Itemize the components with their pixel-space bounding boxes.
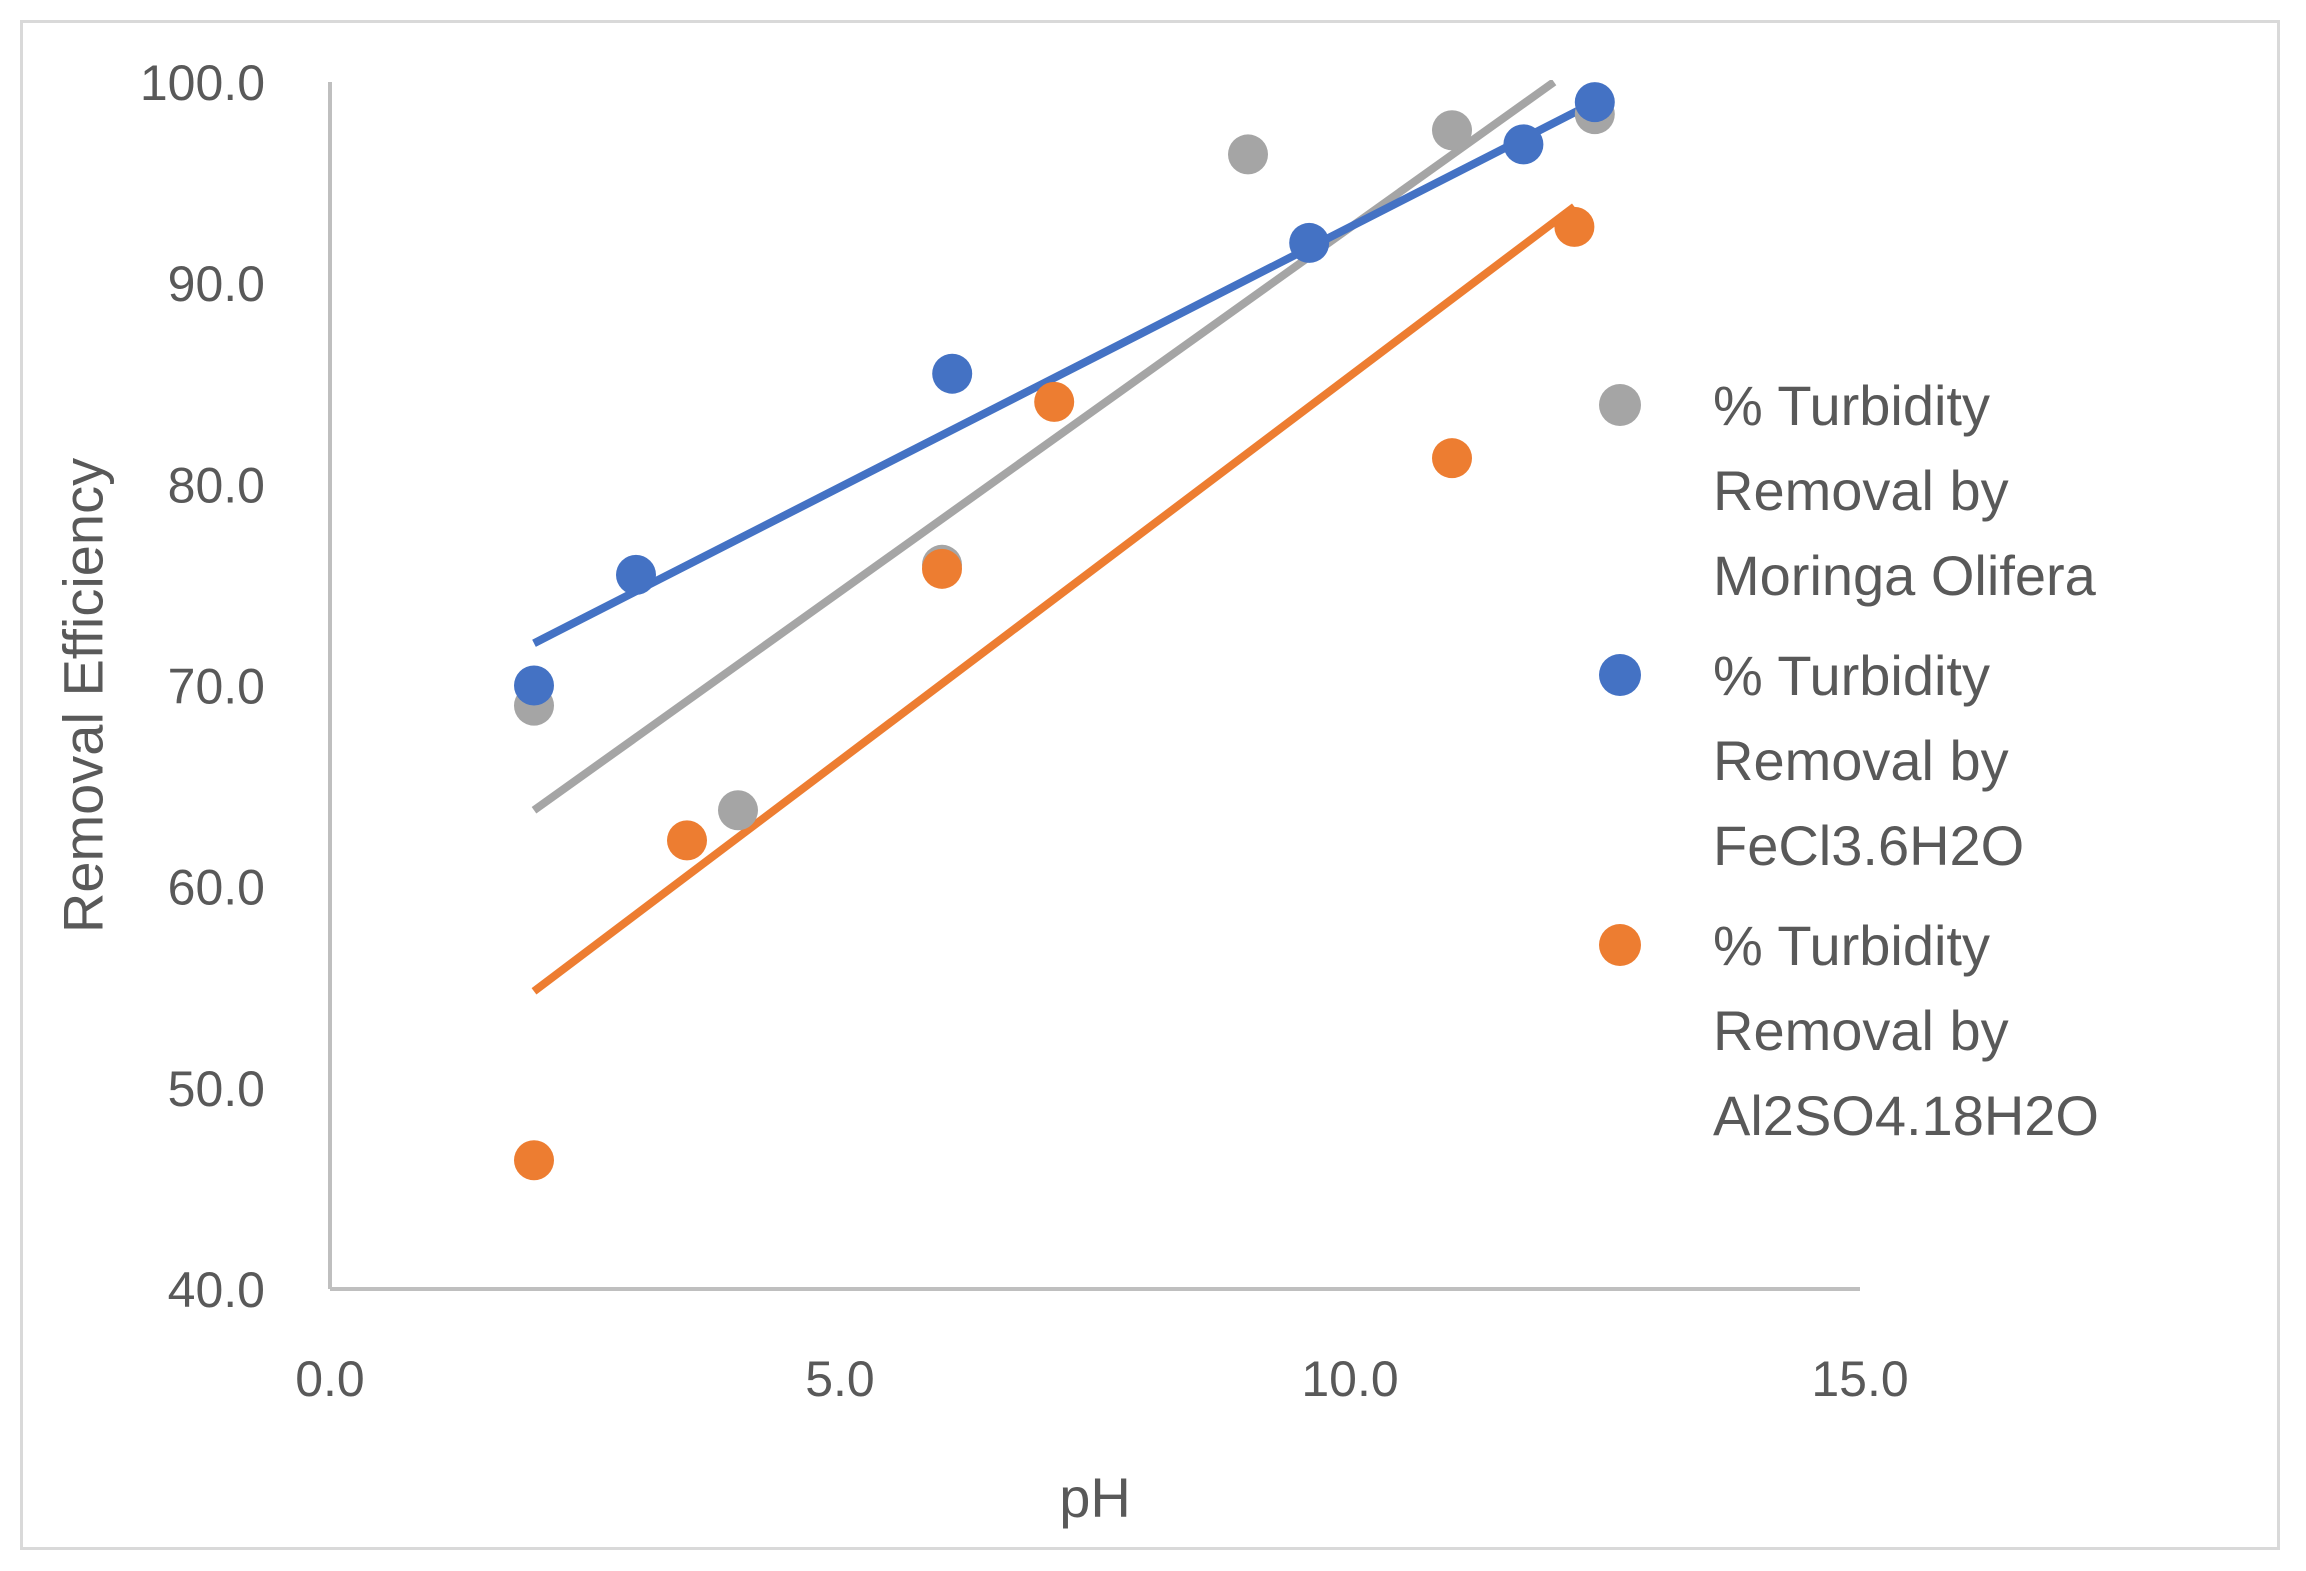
- y-tick-label: 100.0: [140, 55, 265, 111]
- data-point-series-2: [1503, 124, 1544, 165]
- data-point-series-2: [1289, 222, 1330, 263]
- legend-label-line: Al2SO4.18H2O: [1713, 1084, 2099, 1147]
- trendline-series-3: [531, 203, 1577, 995]
- y-tick-label: 80.0: [168, 457, 265, 513]
- legend-label-line: FeCl3.6H2O: [1713, 814, 2024, 877]
- data-point-series-3: [514, 1140, 554, 1181]
- y-tick-label: 70.0: [168, 659, 265, 715]
- data-point-series-1: [1432, 110, 1472, 151]
- data-point-series-1: [1228, 134, 1268, 175]
- data-point-series-3: [1432, 438, 1472, 479]
- x-tick-label: 15.0: [1811, 1351, 1908, 1407]
- x-tick-label: 10.0: [1301, 1351, 1398, 1407]
- y-axis-title: Removal Efficiency: [52, 458, 115, 933]
- tick-labels: 0.0 5.0 10.0 15.0 40.0 50.0 60.0 70.0 80.0 90.0 10…: [140, 55, 1909, 1407]
- data-points: [514, 82, 1615, 1181]
- legend-label-line: % Turbidity: [1713, 644, 1990, 707]
- data-point-series-2: [514, 665, 554, 706]
- data-point-series-3: [1034, 381, 1075, 422]
- y-tick-label: 50.0: [168, 1061, 265, 1117]
- legend-label-line: Removal by: [1713, 999, 2009, 1062]
- trendlines: [531, 80, 1597, 995]
- x-axis-title: pH: [1059, 1466, 1131, 1529]
- data-point-series-1: [718, 790, 758, 831]
- axes: [328, 82, 1860, 1291]
- legend: % Turbidity Removal by Moringa Olifera % Tu…: [1599, 374, 2099, 1147]
- legend-marker-series-1: [1599, 384, 1641, 426]
- data-point-series-2: [616, 554, 656, 595]
- legend-marker-series-2: [1599, 654, 1641, 696]
- legend-label-line: Moringa Olifera: [1713, 544, 2097, 607]
- legend-label-line: % Turbidity: [1713, 374, 1990, 437]
- y-tick-label: 60.0: [168, 860, 265, 916]
- legend-marker-series-3: [1599, 924, 1641, 966]
- data-point-series-3: [667, 820, 707, 861]
- y-tick-label: 40.0: [168, 1262, 265, 1318]
- data-point-series-3: [922, 548, 962, 589]
- legend-label-line: Removal by: [1713, 459, 2009, 522]
- data-point-series-2: [1574, 82, 1615, 123]
- x-tick-label: 5.0: [805, 1351, 875, 1407]
- trendline-series-2: [532, 98, 1597, 647]
- data-point-series-2: [932, 353, 973, 394]
- legend-label-line: % Turbidity: [1713, 914, 1990, 977]
- legend-label-line: Removal by: [1713, 729, 2009, 792]
- x-tick-label: 0.0: [295, 1351, 365, 1407]
- y-tick-label: 90.0: [168, 256, 265, 312]
- trendline-series-1: [531, 80, 1557, 814]
- chart-frame: [20, 20, 2280, 1550]
- data-point-series-3: [1554, 206, 1595, 247]
